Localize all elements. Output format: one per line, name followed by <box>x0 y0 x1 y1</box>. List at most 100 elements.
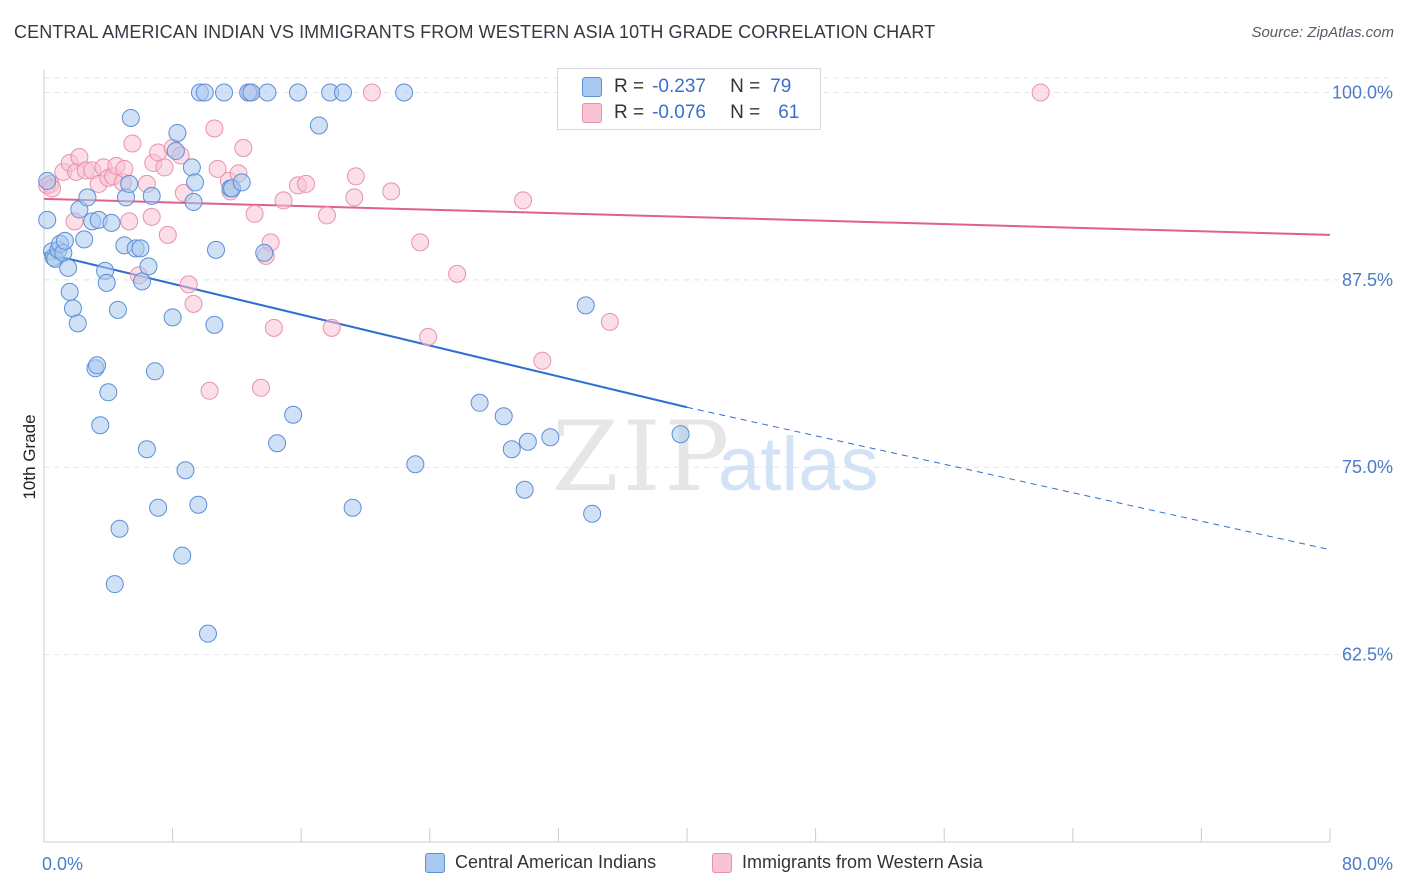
trend-lines <box>43 197 1331 551</box>
chart-title: CENTRAL AMERICAN INDIAN VS IMMIGRANTS FR… <box>14 22 936 42</box>
point-central-american-indians <box>88 356 107 375</box>
point-central-american-indians <box>242 83 261 102</box>
point-western-asia <box>274 191 293 210</box>
point-western-asia <box>322 318 341 337</box>
point-central-american-indians <box>173 546 192 565</box>
point-western-asia <box>264 318 283 337</box>
point-western-asia <box>317 206 336 225</box>
legend-swatch-series1 <box>425 852 445 873</box>
legend-item-series2: Immigrants from Western Asia <box>712 852 983 873</box>
point-central-american-indians <box>163 308 182 327</box>
axes <box>43 70 1331 843</box>
point-central-american-indians <box>78 188 97 207</box>
point-western-asia <box>533 351 552 370</box>
point-central-american-indians <box>576 296 595 315</box>
point-western-asia <box>205 119 224 138</box>
point-central-american-indians <box>142 186 161 205</box>
data-points <box>38 83 1050 643</box>
point-western-asia <box>448 264 467 283</box>
trend-line-series2 <box>43 197 1331 236</box>
stats-r-label: R = <box>614 102 645 123</box>
point-western-asia <box>382 182 401 201</box>
trend-line-series1 <box>43 251 688 409</box>
point-central-american-indians <box>182 158 201 177</box>
point-central-american-indians <box>343 498 362 517</box>
point-central-american-indians <box>502 440 521 459</box>
point-central-american-indians <box>99 383 118 402</box>
point-central-american-indians <box>168 123 187 142</box>
point-central-american-indians <box>583 504 602 523</box>
point-central-american-indians <box>121 108 140 127</box>
legend-item-series1: Central American Indians <box>425 852 656 873</box>
point-central-american-indians <box>97 273 116 292</box>
stats-swatch-series1 <box>582 77 602 97</box>
x-tick-label: 80.0% <box>1342 854 1393 874</box>
watermark-atlas: atlas <box>718 422 879 507</box>
y-tick-label: 87.5% <box>1342 270 1393 290</box>
y-tick-label: 75.0% <box>1342 457 1393 477</box>
point-central-american-indians <box>166 141 185 160</box>
source-label: Source: ZipAtlas.com <box>1251 24 1394 41</box>
point-western-asia <box>1031 83 1050 102</box>
point-central-american-indians <box>91 416 110 435</box>
point-central-american-indians <box>333 83 352 102</box>
stats-row-series1: R = -0.237 N = 79 <box>582 74 792 100</box>
point-central-american-indians <box>515 480 534 499</box>
point-central-american-indians <box>75 230 94 249</box>
point-central-american-indians <box>139 257 158 276</box>
stats-swatch-series2 <box>582 103 602 123</box>
legend-swatch-series2 <box>712 852 732 873</box>
point-western-asia <box>200 381 219 400</box>
point-central-american-indians <box>120 174 139 193</box>
point-central-american-indians <box>131 239 150 258</box>
point-central-american-indians <box>258 83 277 102</box>
point-central-american-indians <box>186 173 205 192</box>
stats-r-value: -0.076 <box>652 102 706 123</box>
legend-label-series2: Immigrants from Western Asia <box>742 852 983 872</box>
stats-n-label: N = <box>730 76 761 97</box>
point-central-american-indians <box>255 243 274 262</box>
point-western-asia <box>600 312 619 331</box>
watermark: ZIP atlas <box>552 401 879 513</box>
point-central-american-indians <box>102 213 121 232</box>
point-central-american-indians <box>38 171 57 190</box>
point-western-asia <box>142 207 161 226</box>
x-tick-label: 0.0% <box>42 854 83 874</box>
tick-labels: 100.0% 87.5% 75.0% 62.5% 0.0% 80.0% <box>42 82 1393 874</box>
point-western-asia <box>208 159 227 178</box>
point-western-asia <box>158 225 177 244</box>
point-central-american-indians <box>110 519 129 538</box>
point-central-american-indians <box>215 83 234 102</box>
point-central-american-indians <box>105 575 124 594</box>
point-central-american-indians <box>149 498 168 517</box>
point-western-asia <box>115 159 134 178</box>
point-central-american-indians <box>268 434 287 453</box>
point-central-american-indians <box>395 83 414 102</box>
point-central-american-indians <box>518 432 537 451</box>
point-central-american-indians <box>38 210 57 229</box>
point-central-american-indians <box>284 405 303 424</box>
watermark-zip: ZIP <box>552 401 733 513</box>
y-tick-label: 100.0% <box>1332 82 1393 102</box>
point-western-asia <box>362 83 381 102</box>
point-western-asia <box>297 174 316 193</box>
y-axis-label: 10th Grade <box>20 414 39 499</box>
stats-legend: R = -0.237 N = 79 R = -0.076 N = 61 <box>557 68 821 130</box>
point-central-american-indians <box>145 362 164 381</box>
point-central-american-indians <box>59 258 78 277</box>
point-western-asia <box>123 134 142 153</box>
point-central-american-indians <box>184 192 203 211</box>
point-central-american-indians <box>195 83 214 102</box>
stats-n-value: 79 <box>770 76 792 97</box>
point-western-asia <box>120 212 139 231</box>
point-central-american-indians <box>288 83 307 102</box>
stats-n-label: N = <box>730 102 761 123</box>
point-western-asia <box>245 204 264 223</box>
stats-row-series2: R = -0.076 N = 61 <box>582 100 799 126</box>
point-western-asia <box>252 378 271 397</box>
point-western-asia <box>179 275 198 294</box>
y-tick-label: 62.5% <box>1342 645 1393 665</box>
point-central-american-indians <box>176 461 195 480</box>
point-western-asia <box>411 233 430 252</box>
